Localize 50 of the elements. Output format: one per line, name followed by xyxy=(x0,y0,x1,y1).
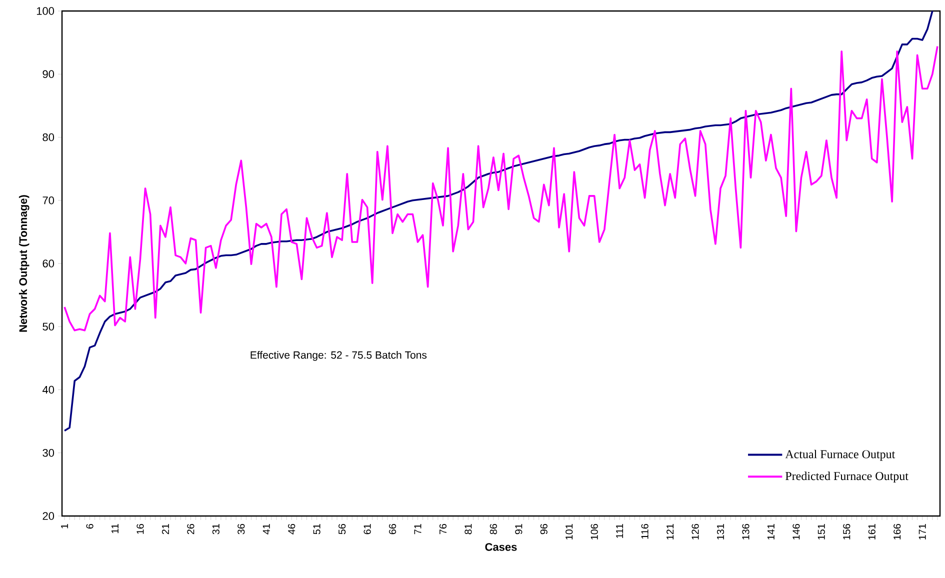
x-tick-label: 36 xyxy=(238,524,245,534)
x-tick-label: 101 xyxy=(566,524,573,540)
y-tick-label: 30 xyxy=(42,448,54,457)
y-tick-label: 80 xyxy=(42,133,54,142)
y-tick-label: 100 xyxy=(36,7,54,15)
x-tick-label: 61 xyxy=(364,524,371,534)
x-tick-label: 91 xyxy=(515,524,522,534)
x-tick-label: 26 xyxy=(187,524,194,534)
x-tick-label: 106 xyxy=(590,524,598,540)
x-tick-label: 151 xyxy=(818,524,825,540)
x-tick-label: 31 xyxy=(212,524,220,534)
x-tick-label: 121 xyxy=(666,524,674,540)
x-tick-label: 136 xyxy=(742,524,750,540)
x-tick-label: 11 xyxy=(112,524,118,534)
x-tick-label: 146 xyxy=(792,524,800,540)
y-tick-label: 40 xyxy=(42,386,54,394)
x-tick-label: 96 xyxy=(540,524,548,534)
legend-label: Predicted Furnace Output xyxy=(786,472,908,483)
legend-label: Actual Furnace Output xyxy=(785,450,896,461)
x-tick-label: 161 xyxy=(868,524,876,540)
x-tick-label: 81 xyxy=(464,524,472,534)
x-tick-label: 116 xyxy=(641,524,648,539)
x-tick-label: 131 xyxy=(716,524,724,540)
y-tick-label: 50 xyxy=(42,322,54,331)
y-tick-label: 70 xyxy=(42,196,54,204)
x-tick-label: 1 xyxy=(61,524,68,528)
x-tick-label: 16 xyxy=(136,524,144,534)
x-tick-label: 21 xyxy=(162,524,169,534)
x-tick-label: 41 xyxy=(262,524,270,534)
x-tick-label: 86 xyxy=(490,524,497,534)
x-tick-label: 166 xyxy=(894,524,901,540)
x-tick-label: 141 xyxy=(768,524,774,540)
y-axis-title: Network Output (Tonnage) xyxy=(18,195,30,332)
x-tick-label: 156 xyxy=(843,524,850,540)
x-tick-label: 171 xyxy=(918,524,926,540)
x-tick-label: 46 xyxy=(288,524,296,534)
x-tick-label: 126 xyxy=(692,524,699,540)
annotation: Effective Range: 52 - 75.5 Batch Tons xyxy=(250,351,427,361)
x-tick-label: 71 xyxy=(414,524,422,534)
x-tick-label: 56 xyxy=(338,524,346,534)
y-tick-label: 90 xyxy=(42,70,54,78)
x-tick-label: 76 xyxy=(439,524,447,534)
x-tick-label: 6 xyxy=(86,524,94,529)
y-tick-label: 20 xyxy=(42,512,54,520)
line-series xyxy=(64,45,938,332)
x-tick-label: 111 xyxy=(616,524,624,538)
x-tick-label: 51 xyxy=(313,524,320,534)
y-tick-label: 60 xyxy=(42,260,54,268)
x-axis-title: Cases xyxy=(485,543,517,551)
x-tick-label: 66 xyxy=(388,524,396,534)
